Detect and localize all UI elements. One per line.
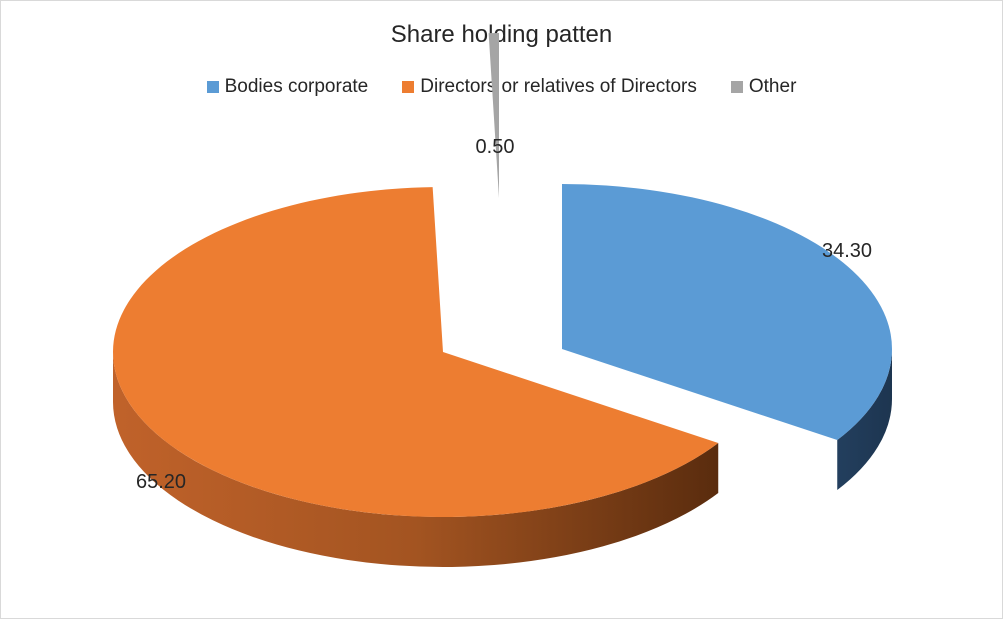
data-label-bodies-corporate: 34.30 xyxy=(822,240,872,262)
slice-side-bodies-corporate xyxy=(837,349,892,491)
pie-slice-other[interactable] xyxy=(488,33,499,198)
slice-top-directors xyxy=(113,187,719,517)
data-label-other: 0.50 xyxy=(476,136,515,158)
legend-label: Bodies corporate xyxy=(224,76,369,97)
legend-item-directors[interactable]: Directors or relatives of Directors xyxy=(402,76,697,98)
legend-swatch xyxy=(402,81,415,93)
legend-label: Other xyxy=(748,76,797,97)
data-label-directors: 65.20 xyxy=(136,471,186,493)
pie-slice-directors[interactable] xyxy=(113,187,719,567)
legend-item-other[interactable]: Other xyxy=(730,76,797,98)
legend-item-bodies-corporate[interactable]: Bodies corporate xyxy=(206,76,369,98)
slice-side-directors xyxy=(113,352,719,567)
legend-label: Directors or relatives of Directors xyxy=(420,76,697,97)
legend-swatch xyxy=(730,81,743,93)
legend: Bodies corporate Directors or relatives … xyxy=(1,76,1002,98)
pie-slice-bodies-corporate[interactable] xyxy=(562,184,892,491)
slice-top-other xyxy=(488,33,499,198)
chart-title: Share holding patten xyxy=(390,21,613,48)
slice-top-bodies-corporate xyxy=(562,184,892,441)
legend-swatch xyxy=(206,81,219,93)
